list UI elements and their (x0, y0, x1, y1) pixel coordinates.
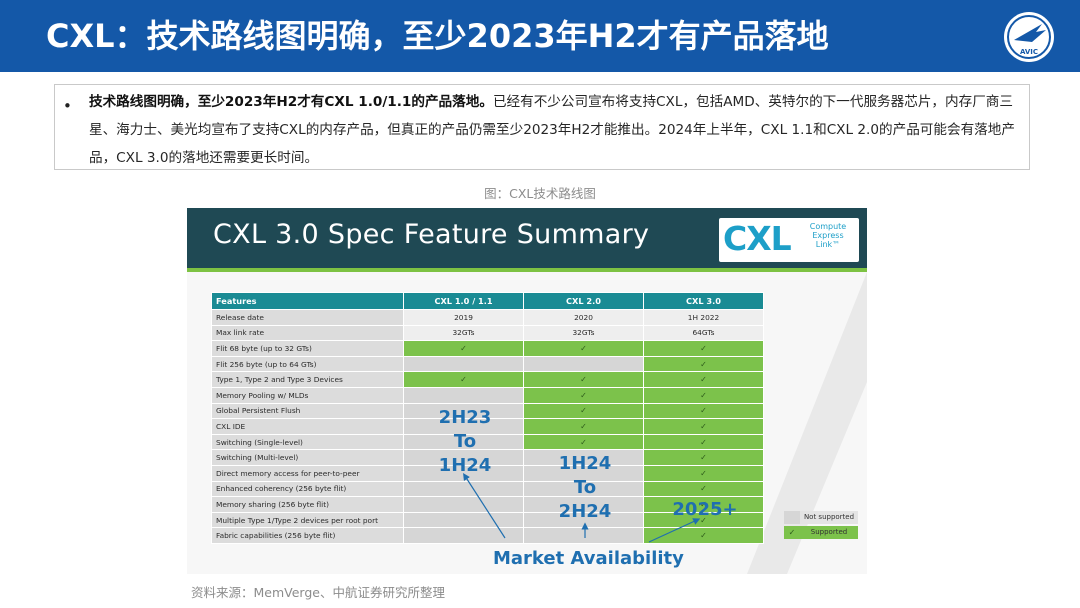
summary-body: 已经有不少公司宣布将支持CXL，包括AMD、英特尔的下一代服务器芯片，内存厂商三… (89, 94, 1015, 166)
table-cell (523, 464, 644, 482)
table-cell (523, 480, 644, 498)
availability-text: 1H24 (558, 453, 612, 474)
market-availability-label: Market Availability (493, 548, 684, 569)
logo-text: AVIC (1020, 48, 1038, 56)
table-row: Switching (Single-level) ✓ ✓ (211, 433, 764, 451)
slide-title: CXL 3.0 Spec Feature Summary (213, 219, 650, 250)
table-cell: 64GTs (643, 324, 764, 342)
check-icon: ✓ (523, 402, 644, 420)
table-cell: 32GTs (403, 324, 524, 342)
cxl-logo-subtitle: Compute Express Link™ (799, 222, 857, 249)
check-icon: ✓ (643, 527, 764, 544)
figure-caption: 图：CXL技术路线图 (484, 186, 596, 201)
feature-name: Switching (Single-level) (211, 433, 404, 451)
availability-cxl3: 2025+ (665, 498, 745, 522)
legend-supported: ✓ Supported (784, 526, 858, 539)
table-row: Enhanced coherency (256 byte flit) ✓ (211, 480, 764, 498)
header-accent-line (187, 268, 867, 272)
table-cell (403, 433, 524, 451)
column-header: CXL 2.0 (523, 292, 644, 310)
source-note: 资料来源：MemVerge、中航证券研究所整理 (191, 585, 445, 600)
check-icon: ✓ (784, 526, 800, 539)
table-cell: 2019 (403, 309, 524, 326)
legend-label: Supported (800, 526, 858, 539)
table-row: Max link rate 32GTs 32GTs 64GTs (211, 324, 764, 342)
check-icon: ✓ (643, 402, 764, 420)
feature-table: Features CXL 1.0 / 1.1 CXL 2.0 CXL 3.0 R… (211, 292, 764, 544)
legend-swatch (784, 511, 800, 524)
legend-not-supported: Not supported (784, 511, 858, 524)
check-icon: ✓ (643, 371, 764, 388)
legend-label: Not supported (800, 511, 858, 524)
availability-text: 2H24 (558, 501, 612, 522)
feature-name: Flit 256 byte (up to 64 GTs) (211, 355, 404, 373)
table-cell (403, 386, 524, 404)
feature-name: Memory Pooling w/ MLDs (211, 386, 404, 404)
check-icon: ✓ (643, 386, 764, 404)
arrow-to-cxl3 (648, 518, 701, 543)
table-header-row: Features CXL 1.0 / 1.1 CXL 2.0 CXL 3.0 (211, 292, 764, 310)
column-header: CXL 1.0 / 1.1 (403, 292, 524, 310)
cxl-logo-sub-line: Link™ (815, 240, 841, 249)
availability-text: To (453, 431, 477, 452)
column-header: Features (211, 292, 404, 310)
table-row: Memory Pooling w/ MLDs ✓ ✓ (211, 386, 764, 404)
table-row: Type 1, Type 2 and Type 3 Devices ✓ ✓ ✓ (211, 371, 764, 388)
cxl-logo: CXL Compute Express Link™ (719, 218, 859, 262)
summary-lead: 技术路线图明确，至少2023年H2才有CXL 1.0/1.1的产品落地。 (89, 94, 493, 110)
check-icon: ✓ (643, 496, 764, 513)
table-cell (523, 511, 644, 529)
summary-box: • 技术路线图明确，至少2023年H2才有CXL 1.0/1.1的产品落地。已经… (54, 84, 1030, 170)
feature-name: Global Persistent Flush (211, 402, 404, 420)
table-cell (403, 527, 524, 544)
availability-text: 2025+ (672, 499, 738, 520)
slide-header: CXL 3.0 Spec Feature Summary CXL Compute… (187, 208, 867, 268)
availability-arrows (463, 472, 701, 543)
feature-name: Flit 68 byte (up to 32 GTs) (211, 340, 404, 357)
table-row: CXL IDE ✓ ✓ (211, 418, 764, 435)
table-cell (403, 496, 524, 513)
check-icon: ✓ (523, 433, 644, 451)
table-cell (403, 402, 524, 420)
table-row: Fabric capabilities (256 byte flit) ✓ (211, 527, 764, 544)
table-row: Global Persistent Flush ✓ ✓ (211, 402, 764, 420)
feature-name: Fabric capabilities (256 byte flit) (211, 527, 404, 544)
feature-name: Switching (Multi-level) (211, 449, 404, 466)
feature-name: Enhanced coherency (256 byte flit) (211, 480, 404, 498)
avic-logo-icon: AVIC (1004, 12, 1054, 62)
arrow-to-cxl1 (463, 472, 506, 539)
check-icon: ✓ (643, 511, 764, 529)
page-title: CXL：技术路线图明确，至少2023年H2才有产品落地 (46, 17, 829, 55)
availability-cxl1: 2H23 To 1H24 (425, 406, 505, 478)
table-row: Multiple Type 1/Type 2 devices per root … (211, 511, 764, 529)
table-cell (403, 480, 524, 498)
cxl-slide-image: CXL 3.0 Spec Feature Summary CXL Compute… (187, 208, 867, 574)
cxl-logo-word: CXL (723, 219, 792, 258)
bullet-marker: • (63, 97, 72, 115)
title-band: CXL：技术路线图明确，至少2023年H2才有产品落地 AVIC (0, 0, 1080, 72)
check-icon: ✓ (523, 418, 644, 435)
cxl-logo-sub-line: Compute (809, 222, 847, 231)
availability-text: 1H24 (438, 455, 492, 476)
availability-cxl2: 1H24 To 2H24 (545, 452, 625, 524)
availability-text: To (573, 477, 597, 498)
decorative-chevron-icon (747, 272, 867, 574)
check-icon: ✓ (643, 449, 764, 466)
table-cell (403, 418, 524, 435)
column-header: CXL 3.0 (643, 292, 764, 310)
summary-paragraph: 技术路线图明确，至少2023年H2才有CXL 1.0/1.1的产品落地。已经有不… (89, 88, 1019, 172)
feature-name: Type 1, Type 2 and Type 3 Devices (211, 371, 404, 388)
cxl-logo-sub-line: Express (812, 231, 844, 240)
feature-name: Multiple Type 1/Type 2 devices per root … (211, 511, 404, 529)
check-icon: ✓ (643, 418, 764, 435)
check-icon: ✓ (643, 464, 764, 482)
table-row: Switching (Multi-level) ✓ (211, 449, 764, 466)
legend: Not supported ✓ Supported (784, 511, 858, 541)
table-cell: 2020 (523, 309, 644, 326)
availability-text: 2H23 (438, 407, 492, 428)
check-icon: ✓ (643, 340, 764, 357)
